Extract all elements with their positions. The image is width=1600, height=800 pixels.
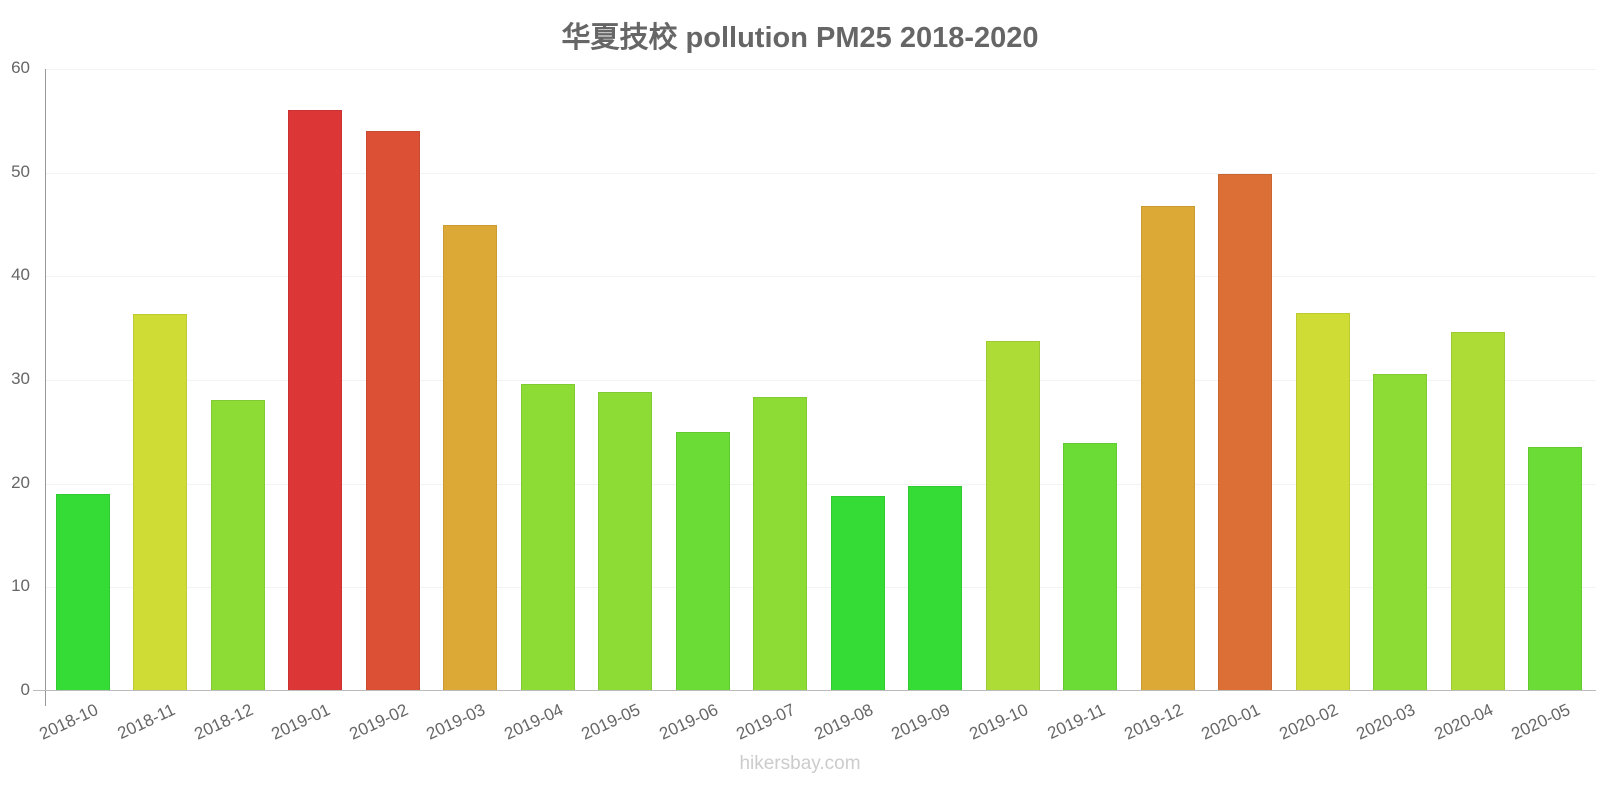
x-tick-label: 2020-02: [1276, 700, 1341, 744]
bar-2019-01[interactable]: [288, 110, 343, 691]
bar-2019-02[interactable]: [365, 131, 420, 691]
y-tick-label: 60: [11, 58, 30, 77]
x-tick-label: 2019-12: [1121, 700, 1186, 744]
x-tick-label: 2019-02: [346, 700, 411, 744]
plot-area: [46, 69, 1596, 691]
x-axis-line: [33, 690, 1596, 691]
x-tick-label: 2018-11: [114, 700, 179, 744]
bar-2019-05[interactable]: [598, 392, 653, 691]
x-tick-label: 2019-03: [423, 700, 489, 744]
x-tick-label: 2019-07: [733, 700, 799, 744]
x-tick-label: 2018-10: [36, 700, 101, 744]
x-tick-label: 2020-01: [1198, 700, 1264, 744]
bar-2019-03[interactable]: [443, 224, 498, 691]
bar-2019-09[interactable]: [908, 485, 963, 691]
bar-2019-07[interactable]: [753, 396, 808, 691]
bar-2019-11[interactable]: [1063, 443, 1118, 691]
bar-2019-06[interactable]: [675, 431, 730, 691]
x-tick-label: 2020-03: [1353, 700, 1419, 744]
bar-2019-08[interactable]: [830, 496, 885, 691]
x-tick-label: 2019-06: [656, 700, 721, 744]
x-tick-label: 2019-05: [578, 700, 644, 744]
y-tick-label: 50: [11, 161, 30, 181]
gridline: [46, 172, 1596, 174]
bar-2018-11[interactable]: [133, 313, 188, 691]
x-tick-label: 2019-11: [1044, 700, 1109, 744]
gridline: [46, 69, 1596, 70]
bar-2020-04[interactable]: [1450, 332, 1505, 691]
bar-2019-10[interactable]: [985, 340, 1040, 691]
y-tick-label: 20: [11, 472, 30, 492]
x-tick-label: 2019-04: [501, 700, 566, 744]
bar-2020-02[interactable]: [1295, 312, 1350, 691]
gridline: [46, 483, 1596, 485]
x-tick-label: 2018-12: [191, 700, 256, 744]
chart-title: 华夏技校 pollution PM25 2018-2020: [561, 22, 1039, 54]
bar-2020-03[interactable]: [1373, 373, 1428, 691]
x-tick-label: 2019-01: [268, 700, 334, 744]
y-tick-label: 0: [20, 680, 30, 699]
bar-2020-05[interactable]: [1528, 447, 1583, 691]
y-axis-line: [45, 69, 46, 706]
y-tick-label: 40: [11, 265, 30, 285]
x-tick-label: 2020-05: [1508, 700, 1574, 744]
watermark: hikersbay.com: [739, 753, 861, 774]
x-tick-label: 2019-09: [888, 700, 954, 744]
y-tick-label: 30: [11, 369, 30, 388]
bar-2019-04[interactable]: [520, 384, 575, 691]
bar-2018-10[interactable]: [55, 494, 110, 691]
x-tick-label: 2019-10: [966, 700, 1031, 744]
x-tick-label: 2020-04: [1431, 700, 1496, 744]
x-tick-label: 2019-08: [811, 700, 876, 744]
gridline: [46, 380, 1596, 381]
bar-2020-01[interactable]: [1218, 173, 1273, 691]
gridline: [46, 276, 1596, 278]
y-tick-label: 10: [11, 576, 30, 596]
bar-2019-12[interactable]: [1140, 205, 1195, 691]
bar-2018-12[interactable]: [210, 399, 265, 691]
gridline: [46, 587, 1596, 589]
